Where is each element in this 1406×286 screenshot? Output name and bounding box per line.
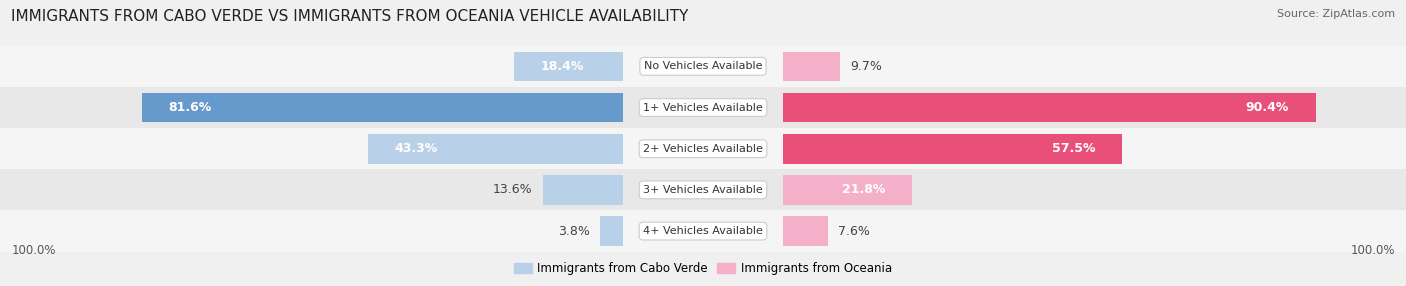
Legend: Immigrants from Cabo Verde, Immigrants from Oceania: Immigrants from Cabo Verde, Immigrants f… bbox=[509, 258, 897, 280]
Text: 57.5%: 57.5% bbox=[1052, 142, 1095, 155]
Bar bbox=[783, 175, 911, 205]
Bar bbox=[783, 216, 828, 246]
Text: 2+ Vehicles Available: 2+ Vehicles Available bbox=[643, 144, 763, 154]
Bar bbox=[0, 128, 1406, 169]
Text: 43.3%: 43.3% bbox=[394, 142, 437, 155]
Bar bbox=[515, 51, 623, 81]
Text: 13.6%: 13.6% bbox=[494, 183, 533, 196]
Text: 3+ Vehicles Available: 3+ Vehicles Available bbox=[643, 185, 763, 195]
Bar bbox=[0, 169, 1406, 210]
Text: No Vehicles Available: No Vehicles Available bbox=[644, 61, 762, 71]
Bar bbox=[0, 46, 1406, 87]
Text: 3.8%: 3.8% bbox=[558, 225, 591, 238]
Bar bbox=[0, 87, 1406, 128]
Text: 81.6%: 81.6% bbox=[169, 101, 212, 114]
Bar bbox=[142, 93, 623, 122]
Bar bbox=[783, 93, 1316, 122]
Text: 100.0%: 100.0% bbox=[11, 245, 56, 257]
Text: 100.0%: 100.0% bbox=[1350, 245, 1395, 257]
Text: Source: ZipAtlas.com: Source: ZipAtlas.com bbox=[1277, 9, 1395, 19]
Bar bbox=[543, 175, 623, 205]
Bar bbox=[0, 210, 1406, 252]
Text: 1+ Vehicles Available: 1+ Vehicles Available bbox=[643, 103, 763, 112]
Bar bbox=[600, 216, 623, 246]
Text: IMMIGRANTS FROM CABO VERDE VS IMMIGRANTS FROM OCEANIA VEHICLE AVAILABILITY: IMMIGRANTS FROM CABO VERDE VS IMMIGRANTS… bbox=[11, 9, 689, 23]
Text: 21.8%: 21.8% bbox=[842, 183, 884, 196]
Text: 18.4%: 18.4% bbox=[541, 60, 585, 73]
Text: 90.4%: 90.4% bbox=[1246, 101, 1289, 114]
Text: 4+ Vehicles Available: 4+ Vehicles Available bbox=[643, 226, 763, 236]
Text: 7.6%: 7.6% bbox=[838, 225, 870, 238]
Bar bbox=[783, 134, 1122, 164]
Text: 9.7%: 9.7% bbox=[851, 60, 883, 73]
Bar bbox=[367, 134, 623, 164]
Bar bbox=[783, 51, 841, 81]
